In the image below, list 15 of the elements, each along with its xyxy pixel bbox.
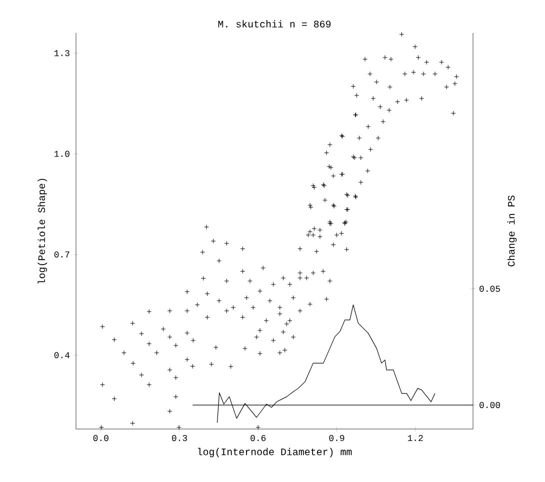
- y2-axis-title: Change in PS: [507, 196, 517, 266]
- x-tick-label: 0.6: [250, 435, 266, 442]
- y-tick-label: 0.4: [54, 352, 70, 358]
- y-tick-label: 1.0: [54, 150, 70, 157]
- x-tick-label: 1.2: [408, 435, 423, 442]
- x-tick-label: 0.3: [172, 435, 188, 442]
- y-axis-title: log(Petiole Shape): [38, 178, 47, 284]
- y2-tick-label: 0.00: [480, 402, 500, 408]
- y2-tick-label: 0.05: [480, 286, 500, 292]
- x-tick-label: 0.9: [329, 435, 344, 442]
- y-tick-label: 0.7: [54, 251, 70, 258]
- chart-title: M. skutchii n = 869: [218, 20, 331, 28]
- y-tick-label: 1.3: [54, 50, 70, 56]
- x-axis-title: log(Internode Diameter) mm: [198, 448, 352, 458]
- x-tick-label: 0.0: [93, 435, 108, 442]
